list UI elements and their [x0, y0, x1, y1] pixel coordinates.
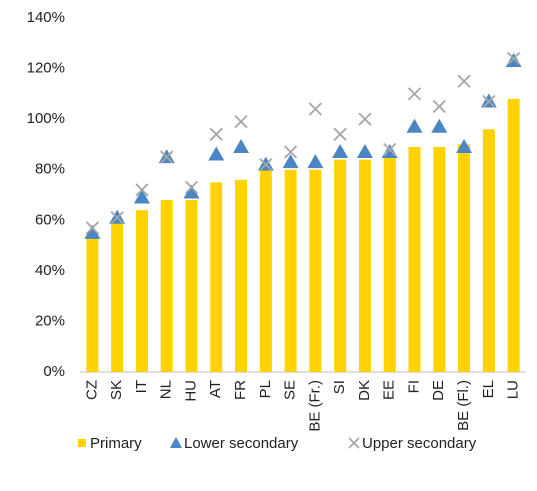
triangle-marker — [208, 146, 225, 161]
x-tick-label: LU — [505, 380, 522, 399]
bar — [86, 232, 99, 372]
triangle-marker — [332, 144, 349, 159]
legend-swatch — [348, 437, 360, 449]
x-tick-label: SE — [282, 380, 299, 400]
x-marker — [308, 102, 323, 116]
bar — [111, 220, 124, 372]
x-marker — [283, 145, 298, 159]
x-tick-label: SI — [331, 380, 348, 394]
y-tick-label: 100% — [27, 110, 65, 127]
legend-swatch — [78, 439, 86, 447]
bar — [383, 154, 396, 372]
x-marker — [85, 221, 100, 235]
bar — [408, 146, 421, 372]
x-tick-label: AT — [207, 380, 224, 398]
x-marker — [259, 158, 273, 172]
x-marker — [407, 87, 422, 101]
x-marker — [160, 150, 174, 164]
bar — [458, 144, 471, 372]
triangle-marker — [431, 118, 448, 133]
triangle-marker — [282, 154, 299, 169]
triangle-marker — [307, 154, 324, 169]
y-tick-label: 0% — [43, 363, 65, 380]
x-marker — [457, 74, 471, 88]
x-tick-label: EE — [381, 380, 398, 400]
x-marker — [184, 180, 199, 195]
triangle-marker — [356, 144, 373, 159]
x-tick-label: DE — [430, 380, 447, 401]
x-marker — [358, 112, 372, 126]
triangle-marker — [233, 138, 250, 153]
x-marker — [432, 99, 446, 114]
bar — [433, 146, 446, 372]
x-marker — [110, 211, 124, 225]
bar — [185, 200, 198, 372]
bar — [284, 169, 297, 372]
x-tick-label: HU — [182, 380, 199, 402]
bar — [334, 159, 347, 372]
x-tick-label: DK — [356, 380, 373, 401]
legend-swatch — [170, 437, 182, 448]
y-tick-label: 120% — [27, 60, 65, 77]
y-tick-label: 60% — [35, 211, 65, 228]
x-tick-label: SK — [108, 380, 125, 400]
x-tick-label: EL — [480, 380, 497, 398]
bar — [210, 182, 223, 372]
x-tick-label: CZ — [83, 380, 100, 400]
x-tick-label: BE (Fr.) — [306, 380, 323, 432]
triangle-marker — [381, 144, 398, 159]
x-marker — [383, 142, 397, 157]
x-marker — [506, 51, 521, 66]
x-marker — [333, 127, 347, 141]
x-marker — [234, 115, 248, 129]
y-tick-label: 40% — [35, 262, 65, 279]
triangle-marker — [183, 184, 200, 199]
y-tick-label: 140% — [27, 9, 65, 26]
x-marker — [209, 127, 223, 141]
bar — [309, 169, 322, 372]
x-tick-label: NL — [158, 380, 175, 399]
x-tick-label: IT — [133, 380, 150, 393]
y-tick-label: 20% — [35, 312, 65, 329]
legend-label: Lower secondary — [184, 435, 299, 452]
legend-label: Primary — [90, 435, 142, 452]
bar — [160, 200, 173, 372]
x-marker — [135, 183, 149, 197]
y-tick-label: 80% — [35, 161, 65, 178]
triangle-marker — [406, 118, 423, 133]
bar — [135, 210, 148, 372]
x-tick-label: FI — [405, 380, 422, 393]
bar — [259, 169, 272, 372]
x-tick-label: BE (Fl.) — [455, 380, 472, 431]
legend-label: Upper secondary — [362, 435, 477, 452]
triangle-marker — [456, 138, 473, 153]
x-tick-label: PL — [257, 380, 274, 398]
bar — [507, 98, 520, 373]
x-marker — [482, 94, 496, 109]
bar — [235, 179, 248, 372]
bar — [358, 159, 371, 372]
triangle-marker — [505, 52, 522, 67]
triangle-marker — [133, 189, 150, 204]
bar — [482, 129, 495, 372]
x-tick-label: FR — [232, 380, 249, 400]
triangle-marker — [84, 224, 101, 239]
